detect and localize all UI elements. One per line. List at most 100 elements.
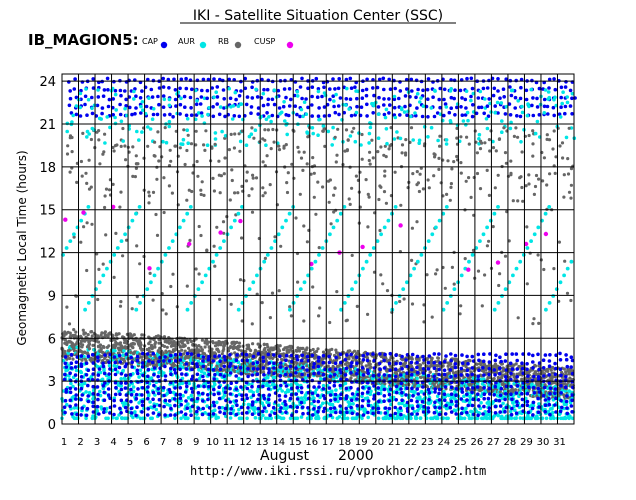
cap-point — [78, 114, 83, 118]
aur-point — [121, 353, 125, 358]
rb-point — [337, 356, 341, 360]
aur-point — [168, 369, 173, 374]
aur-point — [238, 139, 243, 144]
cap-point — [135, 354, 140, 359]
aur-point — [511, 401, 515, 405]
cap-point — [334, 410, 338, 415]
rb-point — [186, 133, 190, 137]
cap-point — [91, 367, 96, 372]
rb-point — [202, 193, 206, 197]
cap-point — [243, 76, 247, 81]
cap-point — [73, 387, 78, 391]
cap-point — [234, 97, 238, 102]
rb-point — [199, 345, 203, 349]
rb-point — [334, 208, 338, 212]
aur-point — [332, 99, 336, 103]
rb-point — [220, 352, 224, 356]
rb-point — [204, 338, 209, 342]
aur-point — [343, 416, 347, 421]
cap-point — [250, 96, 255, 100]
cap-point — [290, 386, 294, 391]
rb-point — [83, 331, 87, 335]
aur-point — [288, 416, 293, 421]
cap-point — [261, 366, 266, 370]
rb-point — [329, 222, 333, 226]
rb-point — [106, 335, 110, 339]
aur-point — [334, 388, 338, 392]
cap-point — [108, 367, 112, 371]
aur-point — [90, 106, 94, 111]
cap-point — [157, 397, 162, 402]
cap-point — [63, 355, 68, 359]
cap-point — [311, 413, 315, 417]
cap-point — [151, 112, 156, 117]
rb-point — [80, 350, 84, 354]
rb-point — [68, 134, 73, 138]
rb-point — [327, 200, 331, 204]
aur-point — [302, 400, 307, 405]
rb-point — [103, 132, 107, 136]
cap-point — [223, 114, 227, 119]
rb-point — [200, 180, 204, 184]
cap-point — [298, 114, 302, 119]
legend: CAP AUR RB CUSP — [142, 37, 294, 49]
rb-point — [194, 267, 198, 271]
rb-point — [265, 154, 269, 158]
cap-point — [118, 112, 123, 117]
cap-point — [349, 398, 354, 403]
rb-point — [223, 156, 227, 160]
aur-point — [146, 125, 150, 129]
cap-point — [328, 393, 333, 397]
rb-point — [153, 345, 157, 349]
rb-point — [152, 154, 156, 158]
rb-point — [169, 159, 173, 163]
cap-point — [288, 364, 293, 369]
aur-point — [253, 416, 258, 420]
cap-point — [321, 409, 326, 414]
aur-point — [316, 133, 320, 137]
rb-point — [199, 192, 203, 197]
cap-point — [105, 76, 110, 81]
cap-point — [184, 372, 188, 377]
rb-point — [244, 179, 249, 183]
rb-point — [138, 352, 142, 356]
rb-point — [297, 372, 301, 376]
aur-point — [92, 103, 97, 108]
rb-point — [118, 341, 123, 345]
rb-point — [103, 330, 107, 334]
cap-point — [101, 364, 106, 369]
cap-point — [196, 384, 201, 388]
cap-point — [207, 372, 211, 377]
aur-point — [181, 394, 185, 398]
aur-point — [264, 409, 269, 414]
cap-point — [83, 94, 88, 99]
cap-point — [73, 77, 77, 81]
aur-point — [348, 402, 353, 406]
cap-point — [106, 393, 111, 397]
rb-point — [533, 370, 538, 374]
cap-point — [255, 360, 260, 365]
cap-point — [64, 365, 69, 369]
cap-point — [185, 384, 189, 389]
aur-point — [113, 121, 118, 126]
aur-point — [106, 416, 110, 421]
rb-point — [277, 349, 282, 353]
cap-point — [266, 102, 270, 107]
rb-point — [296, 280, 300, 284]
cap-point — [316, 359, 321, 363]
cap-point — [68, 398, 73, 403]
rb-point — [335, 290, 339, 294]
cap-point — [112, 79, 116, 84]
cap-point — [256, 112, 261, 116]
aur-point — [486, 400, 491, 404]
cap-point — [146, 374, 150, 379]
cap-point — [218, 359, 222, 364]
rb-point — [79, 240, 83, 244]
cap-point — [345, 353, 349, 357]
cap-point — [344, 366, 349, 371]
rb-point — [151, 298, 155, 302]
cap-point — [73, 365, 78, 369]
rb-point — [290, 162, 294, 166]
cap-point — [112, 404, 117, 408]
cap-point — [211, 400, 216, 405]
